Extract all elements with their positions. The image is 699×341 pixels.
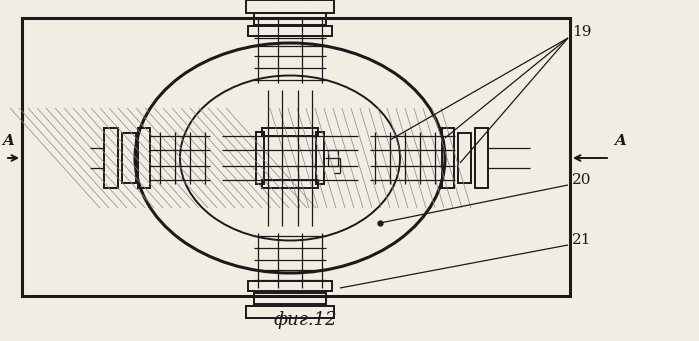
Text: 21: 21 [572, 233, 591, 247]
Bar [104, 128, 118, 188]
Bar [475, 128, 488, 188]
Bar [254, 13, 326, 25]
Bar [246, 306, 334, 318]
Bar [138, 128, 150, 188]
Text: A: A [614, 134, 626, 148]
Bar [328, 150, 338, 166]
Bar [254, 293, 326, 304]
Bar [458, 133, 471, 183]
Text: фиг.12: фиг.12 [273, 311, 337, 329]
Bar [22, 18, 570, 296]
Bar [122, 133, 136, 183]
Text: 19: 19 [572, 25, 591, 39]
Bar [256, 132, 264, 184]
Bar [442, 128, 454, 188]
Bar [248, 26, 332, 36]
Bar [262, 128, 318, 136]
Bar [262, 180, 318, 188]
Text: A: A [2, 134, 14, 148]
Bar [316, 132, 324, 184]
Text: 20: 20 [572, 173, 591, 187]
Bar [246, 0, 334, 13]
Bar [248, 281, 332, 291]
